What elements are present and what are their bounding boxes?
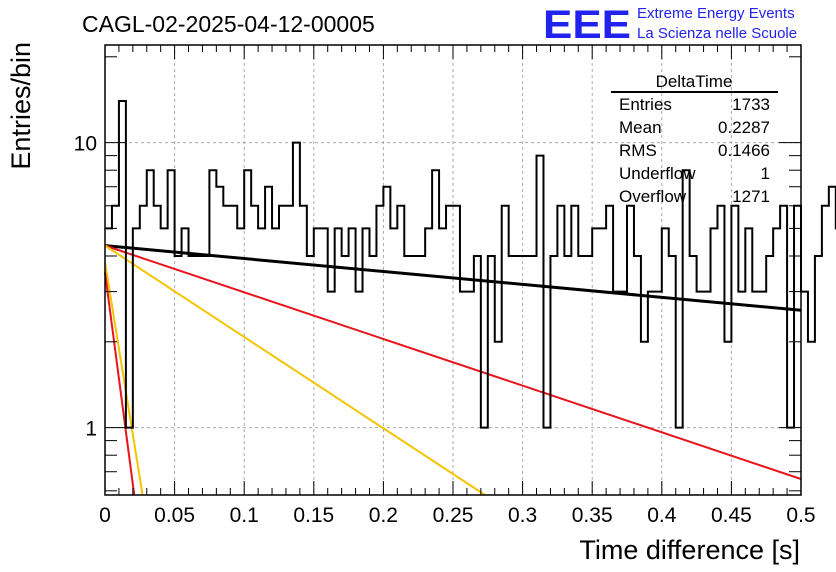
x-tick-label: 0	[99, 504, 111, 527]
eee-logo: EEE	[543, 3, 631, 47]
fit-lines	[104, 244, 802, 496]
stats-label: Mean	[619, 118, 662, 137]
x-tick-labels: 0 0.05 0.1 0.15 0.2 0.25 0.3 0.35 0.4 0.45 0.5	[99, 504, 815, 527]
x-tick-label: 0.1	[230, 504, 259, 527]
fit-line-3	[104, 262, 144, 496]
y-axis-label: Entries/bin	[6, 42, 36, 170]
x-tick-label: 0.5	[786, 504, 815, 527]
stats-label: Entries	[619, 95, 672, 114]
x-tick-label: 0.15	[293, 504, 334, 527]
y-tick-labels: 1 10	[74, 133, 97, 441]
axes	[104, 44, 802, 496]
grid	[105, 45, 801, 495]
stats-value: 1733	[732, 95, 770, 114]
x-tick-label: 0.2	[369, 504, 398, 527]
stats-value: 1271	[732, 187, 770, 206]
x-axis-label: Time difference [s]	[579, 535, 800, 565]
fit-line-1	[104, 244, 802, 480]
x-tick-label: 0.05	[154, 504, 195, 527]
run-title: CAGL-02-2025-04-12-00005	[82, 11, 375, 37]
x-tick-label: 0.3	[508, 504, 537, 527]
y-tick-label: 10	[74, 133, 97, 156]
fit-line-0	[104, 244, 802, 312]
stats-title: DeltaTime	[656, 72, 733, 91]
histogram-series	[105, 99, 836, 429]
stats-rows: Entries 1733 Mean 0.2287 RMS 0.1466 Underflow 1…	[619, 95, 770, 206]
fit-line-4	[104, 272, 136, 496]
stats-box: DeltaTime Entries 1733 Mean 0.2287 RMS 0.1466…	[611, 72, 778, 206]
x-tick-label: 0.4	[647, 504, 677, 527]
stats-value: 0.1466	[718, 141, 770, 160]
x-tick-label: 0.45	[711, 504, 752, 527]
fit-line-2	[104, 244, 486, 496]
org-line-2: La Scienza nelle Scuole	[637, 25, 797, 42]
histogram-outline	[105, 99, 836, 429]
stats-label: Overflow	[619, 187, 687, 206]
stats-value: 1	[761, 164, 770, 183]
stats-value: 0.2287	[718, 118, 770, 137]
y-tick-label: 1	[85, 418, 97, 441]
stats-label: Underflow	[619, 164, 696, 183]
x-tick-label: 0.25	[433, 504, 474, 527]
org-line-1: Extreme Energy Events	[637, 5, 795, 22]
x-tick-label: 0.35	[572, 504, 613, 527]
stats-label: RMS	[619, 141, 657, 160]
